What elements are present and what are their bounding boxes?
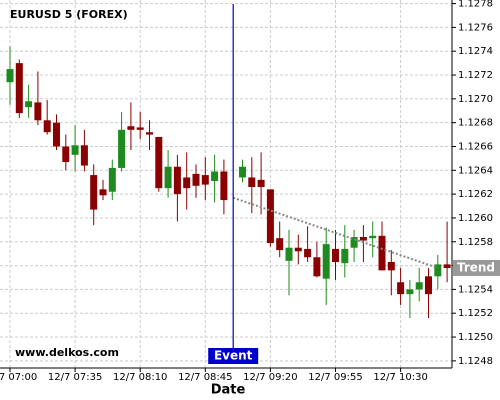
candle-body [71,145,79,155]
candle-body [201,175,209,185]
x-tick-label: 12/7 09:55 [308,372,362,383]
y-tick-label: 1.1276 [458,22,493,33]
event-label-box [208,348,259,364]
y-tick-label: 1.1254 [458,284,493,295]
candle-body [25,101,33,108]
candle-body [294,247,302,252]
candle-body [127,126,135,130]
x-tick-label: 12/7 10:30 [373,372,427,383]
chart-title: EURUSD 5 (FOREX) [10,8,128,21]
candle-body [406,289,414,295]
candle-body [62,146,70,162]
trend-label-box [453,259,500,276]
candle-body [118,129,126,168]
candle-body [313,257,321,277]
x-tick-label: 12/7 09:20 [243,372,297,383]
trend-label: Trend [457,260,495,274]
event-label: Event [214,349,253,363]
candle-body [359,236,367,241]
candle-body [248,177,256,187]
y-tick-label: 1.1258 [458,237,493,248]
y-tick-label: 1.1278 [458,0,493,10]
candle-body [146,132,153,135]
candle-body [99,189,107,196]
candle-body [183,177,191,189]
candle-body [43,120,51,133]
candle-body [434,264,442,277]
candle-body [378,235,386,271]
candle-body [136,127,144,130]
watermark: www.delkos.com [15,346,119,359]
y-tick-label: 1.1270 [458,94,493,105]
y-tick-label: 1.1260 [458,213,493,224]
trend-line [232,196,439,269]
candle-body [322,244,330,279]
candle-body [443,264,451,268]
candle-body [341,248,349,264]
candle-body [34,102,42,121]
candle-body [369,235,377,239]
y-tick-label: 1.1252 [458,308,493,319]
x-tick-label: 12/7 07:35 [48,372,102,383]
x-axis-label: Date [211,383,246,398]
candle-body [211,171,219,182]
candle-body [266,189,274,243]
x-tick-label: 12/7 08:10 [113,372,167,383]
candle-body [6,69,14,83]
y-tick-label: 1.1248 [458,356,493,367]
candle-body [387,262,395,271]
candle-body [257,179,265,187]
candle-body [90,175,98,210]
y-tick-label: 1.1274 [458,46,493,57]
candle-body [15,63,23,114]
candle-body [53,122,60,147]
candle-body [192,173,200,186]
y-tick-label: 1.1272 [458,70,493,81]
candle-body [155,136,163,189]
x-tick-label: 12/7 07:00 [0,372,37,383]
candle-body [332,248,339,263]
y-tick-label: 1.1250 [458,332,493,343]
candle-body [350,236,358,248]
candle-body [80,145,88,166]
candle-body [425,276,432,295]
candle-body [397,282,405,295]
marks [6,46,451,318]
candle-body [173,166,181,195]
candle-body [415,282,423,290]
candle-body [239,166,246,178]
x-tick-label: 12/7 08:45 [178,372,232,383]
candle-body [276,238,284,251]
candle-body [164,166,172,189]
candle-body [108,167,116,192]
y-tick-label: 1.1268 [458,118,493,129]
candle-body [220,171,228,201]
y-tick-label: 1.1262 [458,189,493,200]
candle-body [304,248,312,258]
y-tick-label: 1.1264 [458,165,493,176]
candle-body [285,247,293,261]
y-tick-label: 1.1266 [458,141,493,152]
